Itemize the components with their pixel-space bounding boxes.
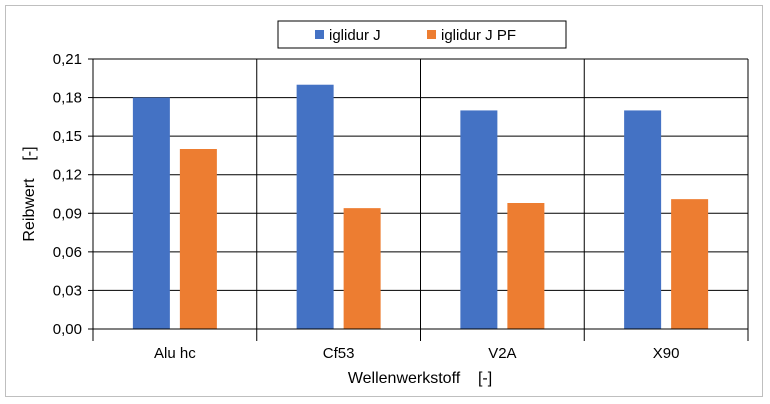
bar-iglidur-j-pf — [179, 149, 217, 329]
x-category-label: Cf53 — [323, 345, 355, 362]
bar-iglidur-j — [132, 97, 170, 329]
legend: iglidur J iglidur J PF — [277, 20, 567, 49]
x-axis-title: Wellenwerkstoff [-] — [348, 370, 492, 387]
legend-label-1: iglidur J PF — [441, 27, 516, 44]
x-category-label: Alu hc — [154, 345, 196, 362]
legend-label-0: iglidur J — [329, 27, 381, 44]
bar-iglidur-j-pf — [507, 203, 545, 329]
bar-iglidur-j-pf — [343, 208, 381, 329]
legend-box — [277, 20, 567, 49]
bar-iglidur-j — [460, 110, 498, 329]
x-category-label: X90 — [653, 345, 680, 362]
legend-swatch-1 — [427, 30, 436, 39]
y-tick-label: 0,15 — [53, 128, 82, 145]
y-axis-title: Reibwert [-] — [21, 146, 38, 241]
legend-swatch-0 — [315, 30, 324, 39]
axes — [92, 59, 749, 341]
x-category-labels: Alu hc Cf53 V2A X90 — [154, 345, 679, 362]
y-tick-label: 0,00 — [53, 321, 82, 338]
y-tick-label: 0,09 — [53, 205, 82, 222]
bar-iglidur-j — [296, 84, 334, 329]
y-tick-label: 0,06 — [53, 244, 82, 261]
y-tick-label: 0,21 — [53, 51, 82, 68]
y-tick-label: 0,03 — [53, 282, 82, 299]
y-tick-labels: 0,00 0,03 0,06 0,09 0,12 0,15 0,18 0,21 — [53, 51, 93, 338]
bars — [132, 84, 709, 329]
y-tick-label: 0,12 — [53, 167, 82, 184]
bar-iglidur-j — [624, 110, 662, 329]
y-tick-label: 0,18 — [53, 90, 82, 107]
x-category-label: V2A — [488, 345, 516, 362]
bar-iglidur-j-pf — [671, 199, 709, 329]
